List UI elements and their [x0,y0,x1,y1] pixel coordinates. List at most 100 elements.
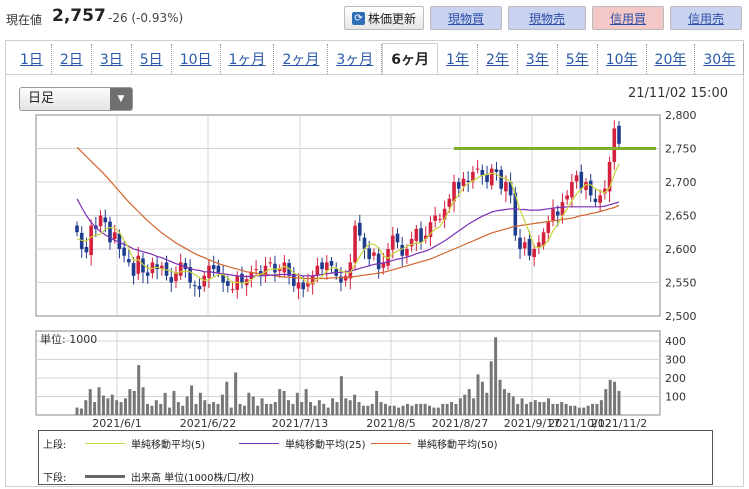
buy-margin-button[interactable]: 信用買 [592,6,664,30]
volume-bar [555,403,559,415]
candle-body [428,222,433,237]
candle-body [438,218,442,220]
volume-bar [542,402,546,415]
volume-bar [159,403,163,415]
candle-body [230,289,235,291]
volume-bar [397,407,401,415]
volume-bar [516,403,520,415]
volume-bar [185,396,189,415]
sell-margin-button[interactable]: 信用売 [670,6,742,30]
candle-body [273,263,277,273]
tab-11[interactable]: 3年 [518,44,558,74]
volume-bar [520,398,524,415]
volume-bar [463,394,467,415]
chevron-down-icon: ▼ [110,88,132,110]
volume-bar [84,400,88,415]
volume-unit-label: 単位: 1000 [40,332,97,346]
tab-2[interactable]: 3日 [92,44,132,74]
candle-body [617,125,621,144]
candle-body [183,263,188,270]
candle-body [339,276,343,283]
volume-bar [546,398,550,415]
candle-body [419,228,423,243]
volume-bar [458,398,462,415]
date-tick-label: 2021/8/27 [432,417,488,430]
candle-body [508,182,513,196]
buy-spot-button[interactable]: 現物買 [430,6,502,30]
period-select[interactable]: 日足 ▼ [19,87,133,111]
volume-bar [110,394,114,415]
candle-body [188,267,192,283]
volume-bar [119,402,123,415]
candle-body [541,232,546,246]
tab-0[interactable]: 1日 [12,44,52,74]
volume-bar [383,403,387,415]
volume-bar [472,398,476,415]
candle-body [513,192,518,236]
candle-body [221,273,225,283]
volume-bar [128,389,132,415]
candle-body [145,272,150,276]
volume-bar [234,372,238,415]
volume-bar [278,389,282,415]
volume-bar [198,392,202,415]
candle-body [546,222,551,233]
tab-12[interactable]: 5年 [558,44,598,74]
candle-body [522,242,527,249]
volume-bar [388,405,392,415]
volume-bar [264,403,268,415]
tab-1[interactable]: 2日 [52,44,92,74]
tab-8[interactable]: 6ヶ月 [382,43,439,74]
tab-6[interactable]: 2ヶ月 [274,44,329,74]
volume-bar [194,403,198,415]
candle-body [136,255,141,274]
tab-15[interactable]: 30年 [695,44,745,74]
tab-9[interactable]: 1年 [438,44,478,74]
ma5-swatch [85,443,125,444]
volume-bar [419,403,423,415]
tab-13[interactable]: 10年 [598,44,647,74]
candle-body [607,161,612,192]
price-tick-label: 2,550 [665,277,697,290]
volume-bar [115,400,119,415]
price-tick-label: 2,800 [665,109,697,122]
candle-body [131,263,136,276]
price-tick-label: 2,500 [665,310,697,323]
tab-7[interactable]: 3ヶ月 [328,44,383,74]
tab-10[interactable]: 2年 [478,44,518,74]
volume-tick-label: 400 [665,335,686,348]
volume-bar [348,400,352,415]
volume-bar [88,389,92,415]
date-tick-label: 2021/6/22 [180,417,236,430]
legend-lower-row: 下段: [43,469,66,484]
volume-bar [423,403,427,415]
tab-3[interactable]: 5日 [132,44,172,74]
candle-body [390,235,395,250]
volume-bar [480,381,484,415]
tab-14[interactable]: 20年 [647,44,696,74]
sell-spot-button[interactable]: 現物売 [508,6,586,30]
volume-tick-label: 200 [665,372,686,385]
price-tick-label: 2,650 [665,210,697,223]
volume-bar [573,405,577,415]
volume-bar [507,392,511,415]
volume-bar [75,407,79,415]
price-change: -26 (-0.93%) [108,11,184,25]
volume-bar [172,390,176,415]
volume-bar [608,379,612,415]
candle-body [216,265,221,273]
volume-bar [432,407,436,415]
volume-bar [524,403,528,415]
legend-ma5: 単純移動平均(5) [79,436,205,451]
tab-4[interactable]: 10日 [172,44,221,74]
candle-body [461,178,466,187]
candle-body [551,208,555,221]
update-price-button[interactable]: ⟳ 株価更新 [344,6,424,30]
candle-body [202,275,207,287]
volume-bar [577,407,581,415]
volume-bar [361,405,365,415]
volume-bar [401,405,405,415]
tab-5[interactable]: 1ヶ月 [221,44,275,74]
volume-bar [582,407,586,415]
candle-body [532,249,536,258]
